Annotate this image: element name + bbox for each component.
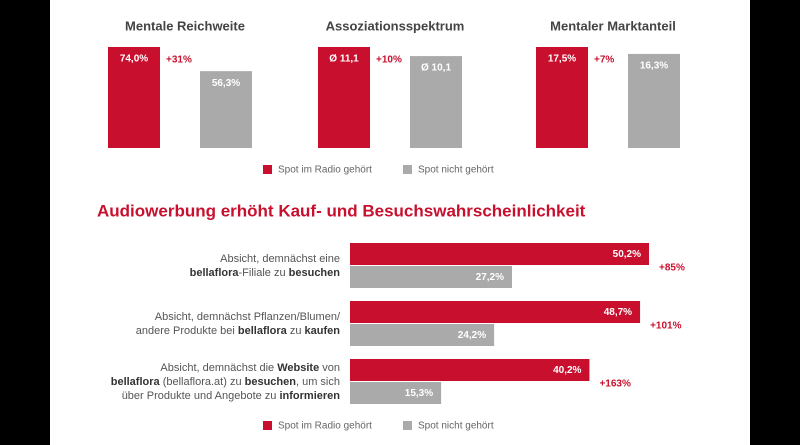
category-label-part: bellaflora (238, 325, 288, 337)
legend-swatch (263, 165, 272, 174)
category-label-part: Website (277, 362, 319, 374)
legend-label: Spot nicht gehört (418, 421, 494, 432)
category-label-part: zu (287, 325, 305, 337)
category-label-part: andere Produkte bei (136, 325, 238, 337)
category-label-part: besuchen (289, 267, 341, 279)
bar (536, 47, 588, 148)
bar (350, 266, 513, 288)
category-label: Absicht, demnächst Pflanzen/Blumen/ (155, 311, 341, 323)
category-label-part: von (319, 362, 340, 374)
chart-title: Mentale Reichweite (125, 18, 245, 33)
value-label: 24,2% (458, 330, 486, 341)
value-label: 40,2% (553, 365, 581, 376)
legend-swatch (403, 421, 412, 430)
category-label-part: Absicht, demnächst Pflanzen/Blumen/ (155, 311, 341, 323)
category-label-part: -Filiale zu (239, 267, 289, 279)
bar (628, 53, 680, 148)
category-label-part: Absicht, demnächst eine (220, 253, 340, 265)
value-label: 74,0% (120, 54, 148, 65)
value-label: 17,5% (548, 54, 576, 65)
section-title: Audiowerbung erhöht Kauf- und Besuchswah… (97, 201, 586, 220)
difference-label: +85% (659, 263, 685, 274)
category-label-part: bellaflora (111, 376, 161, 388)
value-label: 56,3% (212, 78, 240, 89)
difference-label: +101% (650, 321, 682, 332)
difference-label: +163% (599, 379, 631, 390)
legend-label: Spot im Radio gehört (278, 165, 372, 176)
chart-title: Assoziationsspektrum (326, 18, 465, 33)
bar (350, 243, 649, 265)
category-label: bellaflora-Filiale zu besuchen (190, 267, 341, 279)
category-label-part: (bellaflora.at) zu (160, 376, 245, 388)
category-label-part: , um sich (296, 376, 340, 388)
bar (350, 359, 590, 381)
difference-label: +10% (376, 55, 402, 66)
category-label: andere Produkte bei bellaflora zu kaufen (136, 325, 341, 337)
category-label-part: kaufen (305, 325, 341, 337)
bar (318, 47, 370, 148)
bar (410, 56, 462, 148)
category-label-part: bellaflora (190, 267, 240, 279)
value-label: 16,3% (640, 61, 668, 72)
bar (200, 71, 252, 148)
bar (350, 324, 495, 346)
category-label: Absicht, demnächst eine (220, 253, 340, 265)
chart-title: Mentaler Marktanteil (550, 18, 676, 33)
legend-swatch (263, 421, 272, 430)
value-label: 15,3% (405, 388, 433, 399)
category-label: über Produkte und Angebote zu informiere… (122, 390, 341, 402)
value-label: Ø 11,1 (329, 54, 359, 65)
category-label: Absicht, demnächst die Website von (160, 362, 340, 374)
category-label-part: besuchen (245, 376, 297, 388)
value-label: 48,7% (604, 307, 632, 318)
legend-swatch (403, 165, 412, 174)
value-label: Ø 10,1 (421, 63, 451, 74)
bar (350, 382, 442, 404)
value-label: 27,2% (476, 272, 504, 283)
bar (350, 301, 641, 323)
category-label: bellaflora (bellaflora.at) zu besuchen, … (111, 376, 340, 388)
difference-label: +31% (166, 55, 192, 66)
legend-label: Spot im Radio gehört (278, 421, 372, 432)
value-label: 50,2% (613, 249, 641, 260)
category-label-part: Absicht, demnächst die (160, 362, 277, 374)
legend-label: Spot nicht gehört (418, 165, 494, 176)
category-label-part: informieren (279, 390, 340, 402)
category-label-part: über Produkte und Angebote zu (122, 390, 280, 402)
bar (108, 47, 160, 148)
difference-label: +7% (594, 55, 614, 66)
